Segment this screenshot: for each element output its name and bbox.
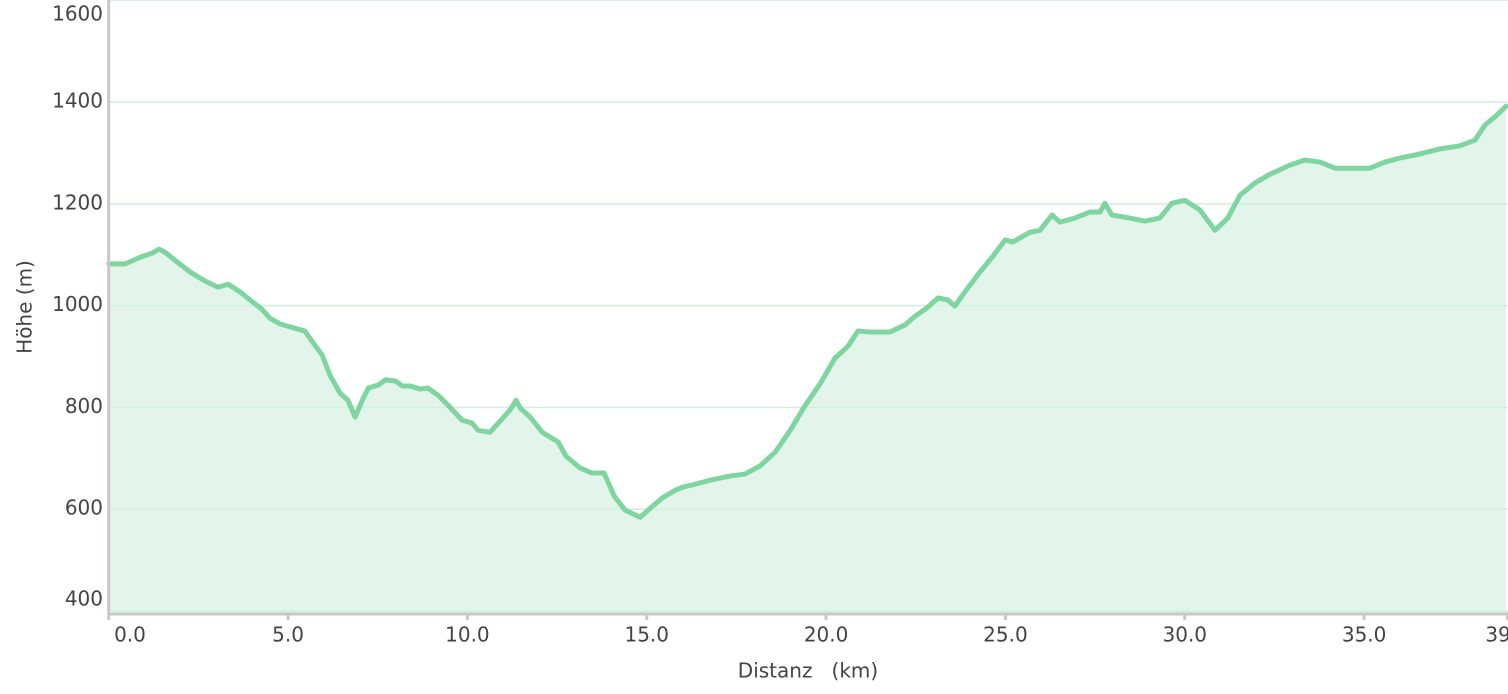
x-tick-label: 35.0: [1342, 623, 1387, 647]
y-axis-title: Höhe (m): [13, 260, 37, 354]
x-tick-label: 25.0: [983, 623, 1028, 647]
x-tick-label: 30.0: [1163, 623, 1208, 647]
plot: 400 600 800 1000 1200 1400 1600 0.0 5.0 10.0 15.0 2…: [52, 0, 1508, 647]
x-tick-label: 10.0: [445, 623, 490, 647]
x-tick-label: 15.0: [624, 623, 669, 647]
y-tick-label: 1200: [52, 190, 103, 214]
y-tick-label: 400: [65, 587, 103, 611]
x-tick-label: 0.0: [114, 623, 146, 647]
x-tick-label: 20.0: [804, 623, 849, 647]
x-tick-label: 5.0: [272, 623, 304, 647]
y-tick-label: 1000: [52, 292, 103, 316]
x-tick-label: 39.0: [1485, 623, 1508, 647]
area-fill: [108, 106, 1507, 614]
elevation-line: [106, 103, 1508, 520]
y-tick-label: 600: [65, 496, 103, 520]
x-axis-title: Distanz (km): [738, 659, 878, 683]
y-tick-label: 1400: [52, 89, 103, 113]
y-tick-label: 1600: [52, 2, 103, 26]
y-tick-label: 800: [65, 394, 103, 418]
